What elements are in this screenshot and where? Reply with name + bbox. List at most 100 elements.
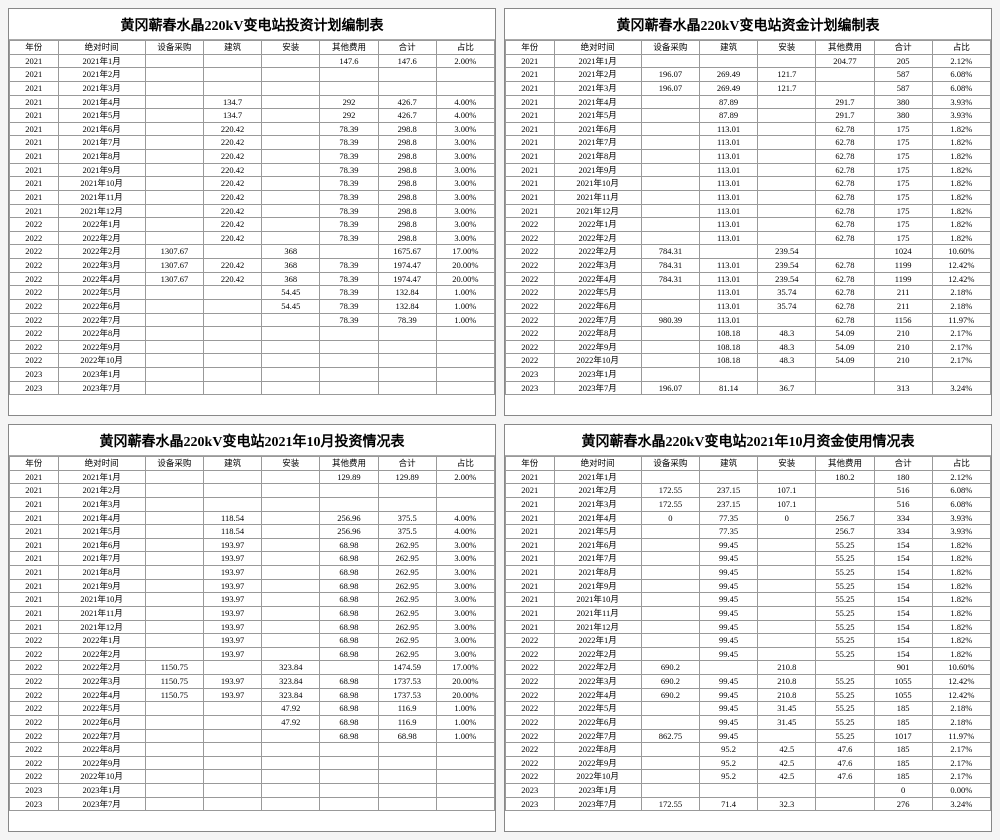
table-row: 20222022年2月1150.75323.841474.5917.00% <box>10 661 495 675</box>
table-cell: 2021 <box>10 177 59 191</box>
table-cell: 2022 <box>10 313 59 327</box>
table-cell: 2021年7月 <box>554 136 641 150</box>
table-cell: 323.84 <box>262 661 320 675</box>
table-cell: 54.09 <box>816 327 874 341</box>
table-cell: 2021 <box>10 566 59 580</box>
table-cell <box>641 136 699 150</box>
table-cell: 2022 <box>10 327 59 341</box>
table-cell: 2022 <box>506 688 555 702</box>
table-title-1: 黄冈蕲春水晶220kV变电站投资计划编制表 <box>9 9 495 40</box>
table-cell <box>262 81 320 95</box>
table-cell <box>145 381 203 395</box>
table-row: 20212021年12月193.9768.98262.953.00% <box>10 620 495 634</box>
table-cell: 2022年1月 <box>554 634 641 648</box>
table-cell: 113.01 <box>699 177 757 191</box>
table-cell <box>320 770 378 784</box>
table-cell: 2021 <box>506 538 555 552</box>
column-header: 安装 <box>758 457 816 471</box>
table-cell: 107.1 <box>758 497 816 511</box>
table-cell <box>758 122 816 136</box>
table-cell: 2022年5月 <box>58 702 145 716</box>
table-row: 20232023年1月00.00% <box>506 784 991 798</box>
table-row: 20222022年1月113.0162.781751.82% <box>506 218 991 232</box>
table-cell: 380 <box>874 95 932 109</box>
table-cell: 2021年4月 <box>58 95 145 109</box>
table-cell: 2022 <box>506 245 555 259</box>
table-cell: 2022 <box>506 729 555 743</box>
table-cell <box>262 218 320 232</box>
column-header: 年份 <box>10 457 59 471</box>
table-row: 20212021年12月99.4555.251541.82% <box>506 620 991 634</box>
table-cell <box>436 497 494 511</box>
table-cell: 2021 <box>10 95 59 109</box>
table-row: 20212021年11月220.4278.39298.83.00% <box>10 190 495 204</box>
table-cell: 175 <box>874 231 932 245</box>
table-cell: 99.45 <box>699 647 757 661</box>
table-cell: 2022年8月 <box>554 743 641 757</box>
table-cell: 2022 <box>10 756 59 770</box>
table-row: 20232023年1月 <box>506 368 991 382</box>
table-cell: 55.25 <box>816 647 874 661</box>
table-cell: 2022 <box>10 770 59 784</box>
table-cell: 55.25 <box>816 702 874 716</box>
table-cell: 68.98 <box>320 688 378 702</box>
table-cell <box>203 743 261 757</box>
table-cell: 2023年7月 <box>554 381 641 395</box>
table-cell <box>262 54 320 68</box>
table-cell: 1675.67 <box>378 245 436 259</box>
table-cell <box>641 340 699 354</box>
table-cell: 2022 <box>10 688 59 702</box>
table-cell: 132.84 <box>378 299 436 313</box>
table-cell: 2022年2月 <box>58 231 145 245</box>
column-header: 绝对时间 <box>554 41 641 55</box>
table-cell: 54.45 <box>262 299 320 313</box>
table-cell: 2021年11月 <box>58 606 145 620</box>
table-cell: 2021 <box>10 109 59 123</box>
table-cell <box>436 81 494 95</box>
table-cell: 77.35 <box>699 525 757 539</box>
table-cell: 1.82% <box>932 634 990 648</box>
table-cell <box>641 784 699 798</box>
table-cell: 2022年9月 <box>554 756 641 770</box>
table-cell: 2022年7月 <box>58 313 145 327</box>
table-cell <box>262 647 320 661</box>
table-cell <box>262 368 320 382</box>
table-cell: 1.00% <box>436 313 494 327</box>
table-cell <box>320 68 378 82</box>
table-cell <box>436 381 494 395</box>
table-cell <box>145 150 203 164</box>
table-cell <box>816 81 874 95</box>
column-header: 合计 <box>874 457 932 471</box>
table-cell: 2021年8月 <box>554 566 641 580</box>
table-cell <box>641 620 699 634</box>
table-cell: 2021 <box>506 620 555 634</box>
table-row: 20222022年2月690.2210.890110.60% <box>506 661 991 675</box>
table-cell <box>203 381 261 395</box>
table-row: 20212021年1月147.6147.62.00% <box>10 54 495 68</box>
table-cell: 12.42% <box>932 272 990 286</box>
table-cell: 2022年4月 <box>554 688 641 702</box>
table-container-2: 年份绝对时间设备采购建筑安装其他费用合计占比20212021年1月204.772… <box>505 40 991 395</box>
table-cell: 1.00% <box>436 715 494 729</box>
table-cell: 113.01 <box>699 122 757 136</box>
table-cell <box>145 538 203 552</box>
table-row: 20222022年6月47.9268.98116.91.00% <box>10 715 495 729</box>
table-cell: 298.8 <box>378 204 436 218</box>
table-cell: 2022 <box>10 259 59 273</box>
table-cell <box>145 122 203 136</box>
table-cell <box>203 286 261 300</box>
table-cell: 2021年6月 <box>554 122 641 136</box>
table-cell: 3.93% <box>932 95 990 109</box>
table-cell <box>758 566 816 580</box>
table-cell: 375.5 <box>378 525 436 539</box>
table-cell: 2022年10月 <box>58 770 145 784</box>
table-cell <box>758 593 816 607</box>
table-cell: 2021 <box>10 68 59 82</box>
table-cell: 0 <box>641 511 699 525</box>
column-header: 设备采购 <box>641 457 699 471</box>
table-cell: 172.55 <box>641 484 699 498</box>
table-title-2: 黄冈蕲春水晶220kV变电站资金计划编制表 <box>505 9 991 40</box>
table-cell: 68.98 <box>320 538 378 552</box>
table-cell: 62.78 <box>816 150 874 164</box>
table-cell <box>436 770 494 784</box>
